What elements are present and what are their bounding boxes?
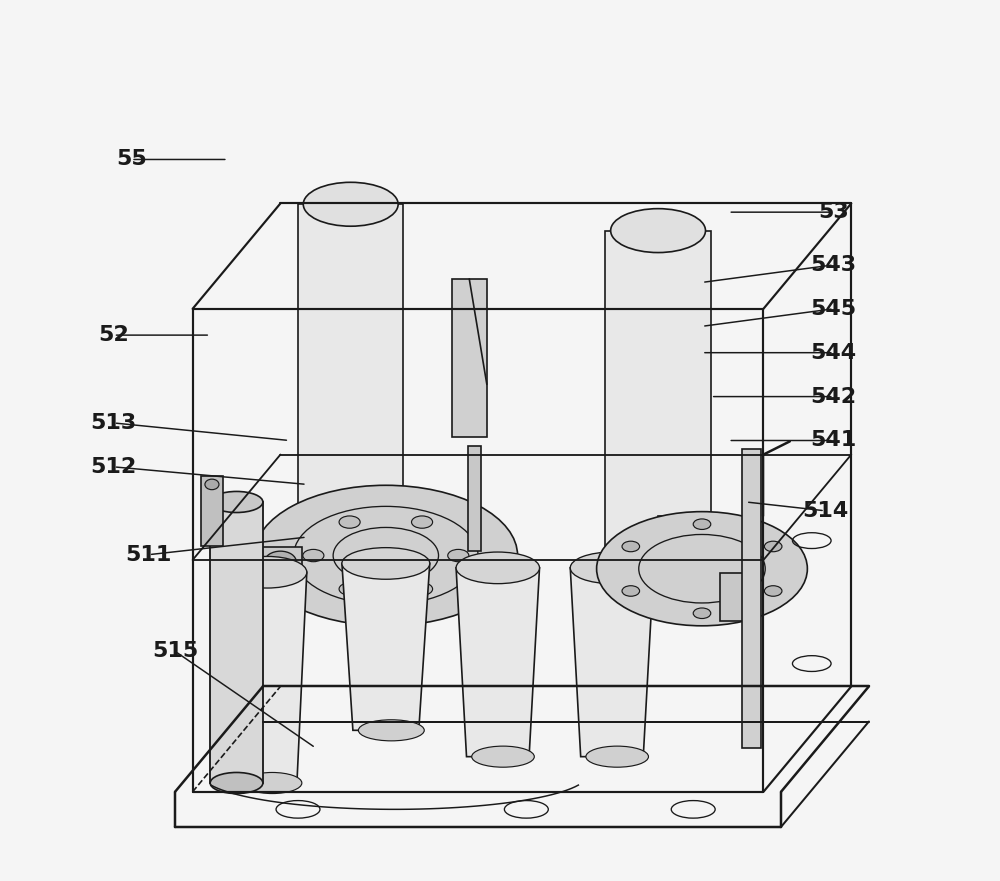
Ellipse shape xyxy=(265,552,296,573)
Ellipse shape xyxy=(339,516,360,529)
Text: 55: 55 xyxy=(116,150,147,169)
Polygon shape xyxy=(456,568,540,757)
Bar xyxy=(720,574,759,621)
Text: 513: 513 xyxy=(90,413,137,433)
Bar xyxy=(210,502,263,783)
Ellipse shape xyxy=(412,516,433,529)
Ellipse shape xyxy=(622,541,640,552)
Ellipse shape xyxy=(611,209,706,253)
Text: 512: 512 xyxy=(90,457,137,477)
Text: 544: 544 xyxy=(811,343,857,363)
Ellipse shape xyxy=(597,512,807,626)
Text: 53: 53 xyxy=(818,202,849,222)
Ellipse shape xyxy=(205,479,219,490)
Ellipse shape xyxy=(622,586,640,596)
Bar xyxy=(605,231,711,556)
Ellipse shape xyxy=(243,773,302,794)
Bar xyxy=(298,204,403,556)
Bar xyxy=(658,516,746,560)
Bar xyxy=(201,476,223,546)
Bar xyxy=(452,279,487,437)
Text: 52: 52 xyxy=(98,325,129,345)
Ellipse shape xyxy=(342,548,430,580)
Bar xyxy=(468,446,481,552)
Ellipse shape xyxy=(764,586,782,596)
Ellipse shape xyxy=(693,519,711,529)
Bar xyxy=(742,449,761,748)
Ellipse shape xyxy=(586,746,648,767)
Text: 514: 514 xyxy=(802,500,848,521)
Text: 545: 545 xyxy=(811,299,857,319)
Bar xyxy=(258,547,302,578)
Ellipse shape xyxy=(303,534,398,578)
Ellipse shape xyxy=(448,550,469,562)
Ellipse shape xyxy=(472,746,534,767)
Ellipse shape xyxy=(303,182,398,226)
Ellipse shape xyxy=(358,720,424,741)
Ellipse shape xyxy=(210,773,263,794)
Ellipse shape xyxy=(210,492,263,513)
Ellipse shape xyxy=(456,552,540,583)
Ellipse shape xyxy=(693,608,711,618)
Text: 511: 511 xyxy=(126,544,172,565)
Ellipse shape xyxy=(764,541,782,552)
Ellipse shape xyxy=(254,485,518,626)
Text: 543: 543 xyxy=(811,255,857,275)
Ellipse shape xyxy=(570,552,654,583)
Ellipse shape xyxy=(412,583,433,596)
Text: 515: 515 xyxy=(152,641,198,662)
Polygon shape xyxy=(342,564,430,730)
Ellipse shape xyxy=(339,583,360,596)
Text: 542: 542 xyxy=(811,387,857,407)
Polygon shape xyxy=(228,573,307,783)
Ellipse shape xyxy=(611,534,706,578)
Ellipse shape xyxy=(228,557,307,588)
Text: 541: 541 xyxy=(811,431,857,450)
Polygon shape xyxy=(570,568,654,757)
Ellipse shape xyxy=(303,550,324,562)
